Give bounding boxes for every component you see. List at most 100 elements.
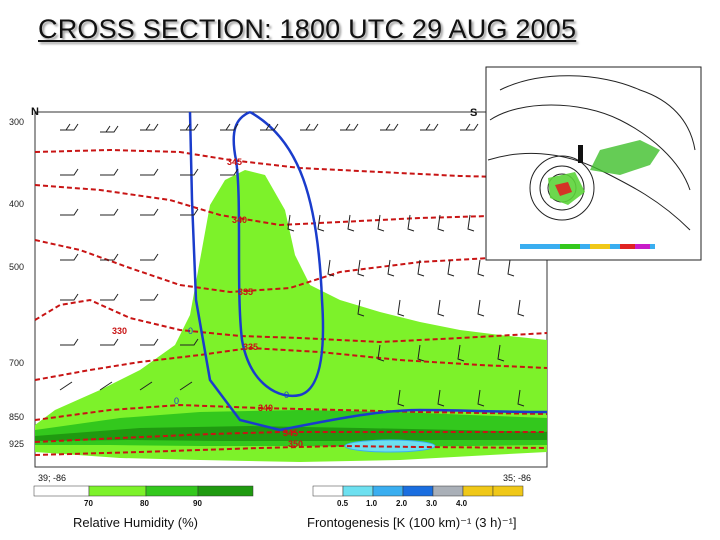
theta-340-upper xyxy=(34,184,547,227)
wind-barb xyxy=(140,123,159,131)
wind-barb xyxy=(517,299,525,317)
theta-label: 335 xyxy=(238,287,254,297)
theta-label: 345 xyxy=(227,157,243,167)
wind-barb xyxy=(377,344,385,362)
pressure-label: 850 xyxy=(9,412,25,422)
wind-barb xyxy=(407,214,415,232)
wind-barb xyxy=(467,214,475,232)
frontogenesis-colorbar xyxy=(312,485,524,497)
wind-barb xyxy=(340,123,359,131)
theta-label: 350 xyxy=(288,439,304,449)
wind-barb xyxy=(357,299,365,317)
wind-barb xyxy=(420,123,439,131)
theta-label: 345 xyxy=(283,428,299,438)
fg-tick: 0.5 xyxy=(337,499,349,508)
wind-barb xyxy=(60,338,79,346)
wind-barb xyxy=(140,253,159,261)
wind-barb xyxy=(60,208,79,216)
wind-barb xyxy=(377,214,385,232)
wind-barb xyxy=(397,299,405,317)
wind-barb xyxy=(347,214,355,232)
wind-barb xyxy=(397,389,405,407)
wind-barb xyxy=(140,293,159,301)
wind-barb xyxy=(417,344,425,362)
wind-barb xyxy=(59,381,73,391)
wind-barb xyxy=(220,123,239,131)
theta-330 xyxy=(34,298,548,344)
wind-barb xyxy=(100,253,119,261)
wind-barb xyxy=(100,168,119,176)
wind-barb xyxy=(139,381,153,391)
wind-barb xyxy=(100,125,119,133)
wind-barb xyxy=(460,123,479,131)
theta-335-upper xyxy=(34,239,548,294)
fg-tick: 2.0 xyxy=(396,499,408,508)
wind-barb xyxy=(180,168,199,176)
theta-335-lower xyxy=(34,346,548,381)
rh-95-region xyxy=(35,426,547,441)
fg-tick: 1.0 xyxy=(366,499,378,508)
pressure-label: 925 xyxy=(9,439,25,449)
pressure-label: 400 xyxy=(9,199,25,209)
wind-barb xyxy=(477,259,485,277)
fg-tick: 3.0 xyxy=(426,499,438,508)
wind-barb xyxy=(357,259,365,277)
rh-80-region xyxy=(35,170,547,462)
wind-barb xyxy=(457,344,465,362)
frontogenesis-contours xyxy=(188,110,548,432)
theta-contours xyxy=(34,148,548,456)
wind-barb xyxy=(60,293,79,301)
wind-barb xyxy=(327,259,335,277)
rh-colorbar xyxy=(33,485,254,497)
theta-340-lower xyxy=(34,403,548,421)
fronto-label: 0 xyxy=(174,396,180,406)
chart-title: CROSS SECTION: 1800 UTC 29 AUG 2005 xyxy=(38,14,577,44)
left-coord: 39; -86 xyxy=(38,473,67,483)
wind-barb xyxy=(287,214,295,232)
map-inset-icon xyxy=(485,66,702,261)
rh-swatch-1 xyxy=(33,485,90,497)
theta-label: 335 xyxy=(243,342,259,352)
wind-barb xyxy=(260,123,279,131)
fg-swatch-5 xyxy=(432,485,464,497)
wind-barb xyxy=(140,338,159,346)
theta-label: 340 xyxy=(258,403,274,413)
fg-swatch-1 xyxy=(312,485,344,497)
wind-barb xyxy=(380,123,399,131)
wind-barb xyxy=(437,214,445,232)
wind-barb xyxy=(387,259,395,277)
rh-swatch-2 xyxy=(88,485,147,497)
rh-tick: 90 xyxy=(193,499,202,508)
fronto-contour-low xyxy=(279,408,548,432)
fg-swatch-6 xyxy=(462,485,494,497)
pressure-label: 700 xyxy=(9,358,25,368)
rh-tick: 80 xyxy=(140,499,149,508)
wind-barb xyxy=(60,253,79,261)
wind-barb xyxy=(507,259,515,277)
wind-barb xyxy=(437,299,445,317)
fg-tick: 4.0 xyxy=(456,499,468,508)
fronto-label: 0 xyxy=(188,326,194,336)
fronto-label: 0 xyxy=(284,390,290,400)
wind-barb xyxy=(60,123,79,131)
rh-swatch-3 xyxy=(145,485,199,497)
rh-tick: 70 xyxy=(84,499,93,508)
right-coord: 35; -86 xyxy=(503,473,532,483)
theta-label: 330 xyxy=(112,326,128,336)
north-label: N xyxy=(31,106,39,118)
theta-350 xyxy=(34,444,548,456)
wind-barb xyxy=(417,259,425,277)
fg-swatch-2 xyxy=(342,485,374,497)
wind-barb xyxy=(100,293,119,301)
wind-barb xyxy=(180,208,199,216)
wind-barb xyxy=(447,259,455,277)
south-label: S xyxy=(470,107,478,119)
wind-barb xyxy=(179,381,193,391)
theta-label: 340 xyxy=(232,215,248,225)
fg-swatch-3 xyxy=(372,485,404,497)
wind-barb xyxy=(437,389,445,407)
pressure-label: 300 xyxy=(9,117,25,127)
fg-swatch-4 xyxy=(402,485,434,497)
frontogenesis-colorbar-label: Frontogenesis [K (100 km)⁻¹ (3 h)⁻¹] xyxy=(307,515,517,530)
wind-barb xyxy=(100,208,119,216)
